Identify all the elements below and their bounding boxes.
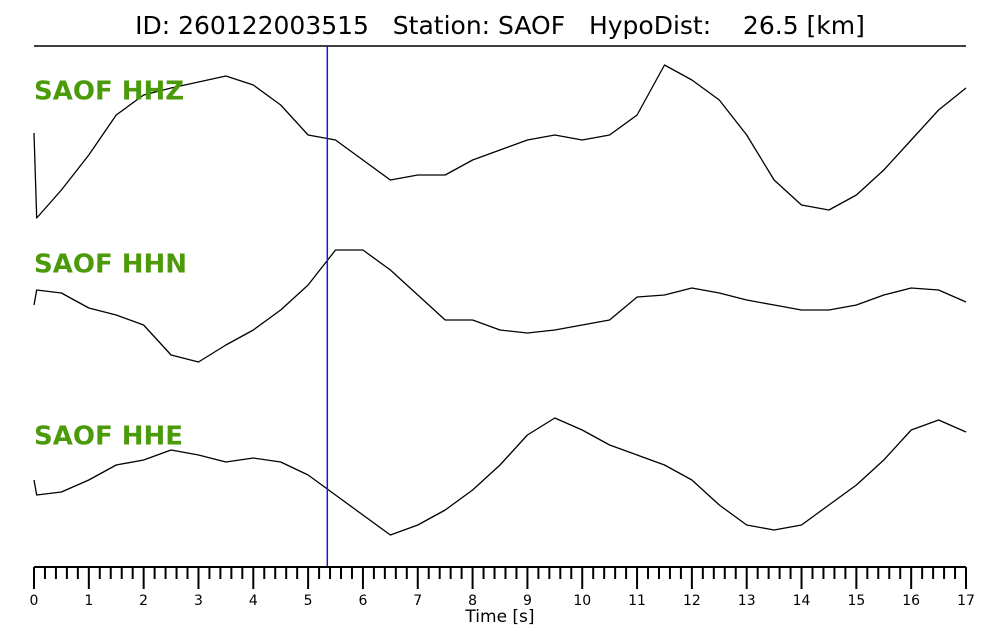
x-tick-label: 8 [468, 593, 477, 609]
x-tick-label: 3 [194, 593, 203, 609]
x-tick-label: 2 [139, 593, 148, 609]
x-tick-label: 17 [957, 593, 975, 609]
x-tick-label: 5 [304, 593, 313, 609]
x-tick-label: 16 [902, 593, 920, 609]
x-tick-label: 10 [573, 593, 591, 609]
x-tick-label: 0 [30, 593, 39, 609]
trace [33, 249, 967, 363]
trace-label: SAOF HHZ [34, 77, 184, 107]
trace [33, 64, 967, 219]
x-tick-label: 11 [628, 593, 646, 609]
x-tick-label: 13 [738, 593, 756, 609]
trace-label: SAOF HHE [34, 422, 183, 452]
trace-label: SAOF HHN [34, 250, 187, 280]
x-axis-label: Time [s] [464, 607, 534, 627]
x-tick-label: 9 [523, 593, 532, 609]
x-tick-label: 4 [249, 593, 258, 609]
x-tick-label: 6 [358, 593, 367, 609]
chart-title: ID: 260122003515 Station: SAOF HypoDist:… [135, 11, 865, 40]
x-tick-label: 1 [84, 593, 93, 609]
x-tick-label: 15 [847, 593, 865, 609]
x-tick-label: 14 [793, 593, 811, 609]
trace [33, 417, 967, 536]
x-tick-label: 12 [683, 593, 701, 609]
x-tick-label: 7 [413, 593, 422, 609]
